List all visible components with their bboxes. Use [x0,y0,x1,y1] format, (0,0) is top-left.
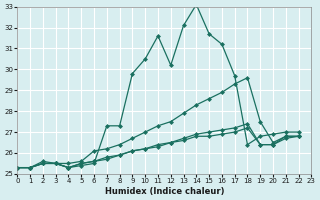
X-axis label: Humidex (Indice chaleur): Humidex (Indice chaleur) [105,187,224,196]
